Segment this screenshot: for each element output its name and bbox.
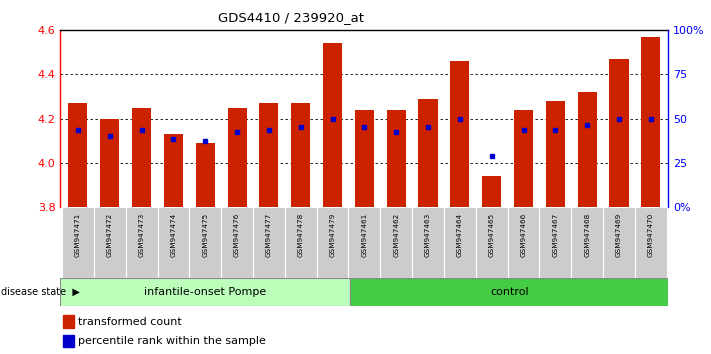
Text: GSM947461: GSM947461 [361, 213, 368, 257]
Text: disease state  ▶: disease state ▶ [1, 287, 80, 297]
Bar [158, 207, 189, 278]
Bar [482, 176, 501, 207]
Text: percentile rank within the sample: percentile rank within the sample [78, 336, 266, 346]
Text: GSM947468: GSM947468 [584, 213, 590, 257]
Text: GSM947462: GSM947462 [393, 213, 399, 257]
Bar [476, 207, 508, 278]
Text: GSM947463: GSM947463 [425, 213, 431, 257]
Text: GSM947473: GSM947473 [139, 213, 144, 257]
Bar [348, 207, 380, 278]
Bar [546, 101, 565, 207]
Text: GSM947466: GSM947466 [520, 213, 527, 257]
Bar [444, 207, 476, 278]
Bar [260, 103, 279, 207]
Bar [323, 43, 342, 207]
Bar [609, 59, 629, 207]
Bar [635, 207, 667, 278]
Bar [540, 207, 571, 278]
Bar [577, 92, 597, 207]
Text: GSM947465: GSM947465 [488, 213, 495, 257]
Bar [292, 103, 310, 207]
Bar [68, 103, 87, 207]
Bar [94, 207, 126, 278]
Bar [285, 207, 316, 278]
Text: transformed count: transformed count [78, 316, 182, 327]
Bar [221, 207, 253, 278]
Text: infantile-onset Pompe: infantile-onset Pompe [144, 287, 267, 297]
Bar [62, 207, 94, 278]
Text: GSM947475: GSM947475 [202, 213, 208, 257]
Bar [132, 108, 151, 207]
Text: GSM947464: GSM947464 [457, 213, 463, 257]
Text: GSM947467: GSM947467 [552, 213, 558, 257]
Bar [412, 207, 444, 278]
Text: GSM947470: GSM947470 [648, 213, 654, 257]
Bar [189, 207, 221, 278]
Text: GSM947474: GSM947474 [171, 213, 176, 257]
Bar [419, 99, 437, 207]
Bar [100, 119, 119, 207]
Bar [63, 315, 75, 328]
Bar [514, 110, 533, 207]
Text: GSM947478: GSM947478 [298, 213, 304, 257]
Text: control: control [490, 287, 528, 297]
Bar [253, 207, 285, 278]
Text: GSM947472: GSM947472 [107, 213, 113, 257]
Bar [571, 207, 603, 278]
Bar [60, 278, 350, 306]
Text: GSM947477: GSM947477 [266, 213, 272, 257]
Bar [228, 108, 247, 207]
Text: GSM947476: GSM947476 [234, 213, 240, 257]
Bar [126, 207, 158, 278]
Bar [450, 61, 469, 207]
Bar [641, 37, 661, 207]
Bar [603, 207, 635, 278]
Bar [164, 134, 183, 207]
Bar [387, 110, 406, 207]
Bar [355, 110, 374, 207]
Text: GDS4410 / 239920_at: GDS4410 / 239920_at [218, 11, 365, 24]
Text: GSM947469: GSM947469 [616, 213, 622, 257]
Bar [380, 207, 412, 278]
Bar [508, 207, 540, 278]
Bar [196, 143, 215, 207]
Bar [350, 278, 668, 306]
Text: GSM947471: GSM947471 [75, 213, 81, 257]
Bar [63, 335, 75, 347]
Bar [316, 207, 348, 278]
Text: GSM947479: GSM947479 [330, 213, 336, 257]
